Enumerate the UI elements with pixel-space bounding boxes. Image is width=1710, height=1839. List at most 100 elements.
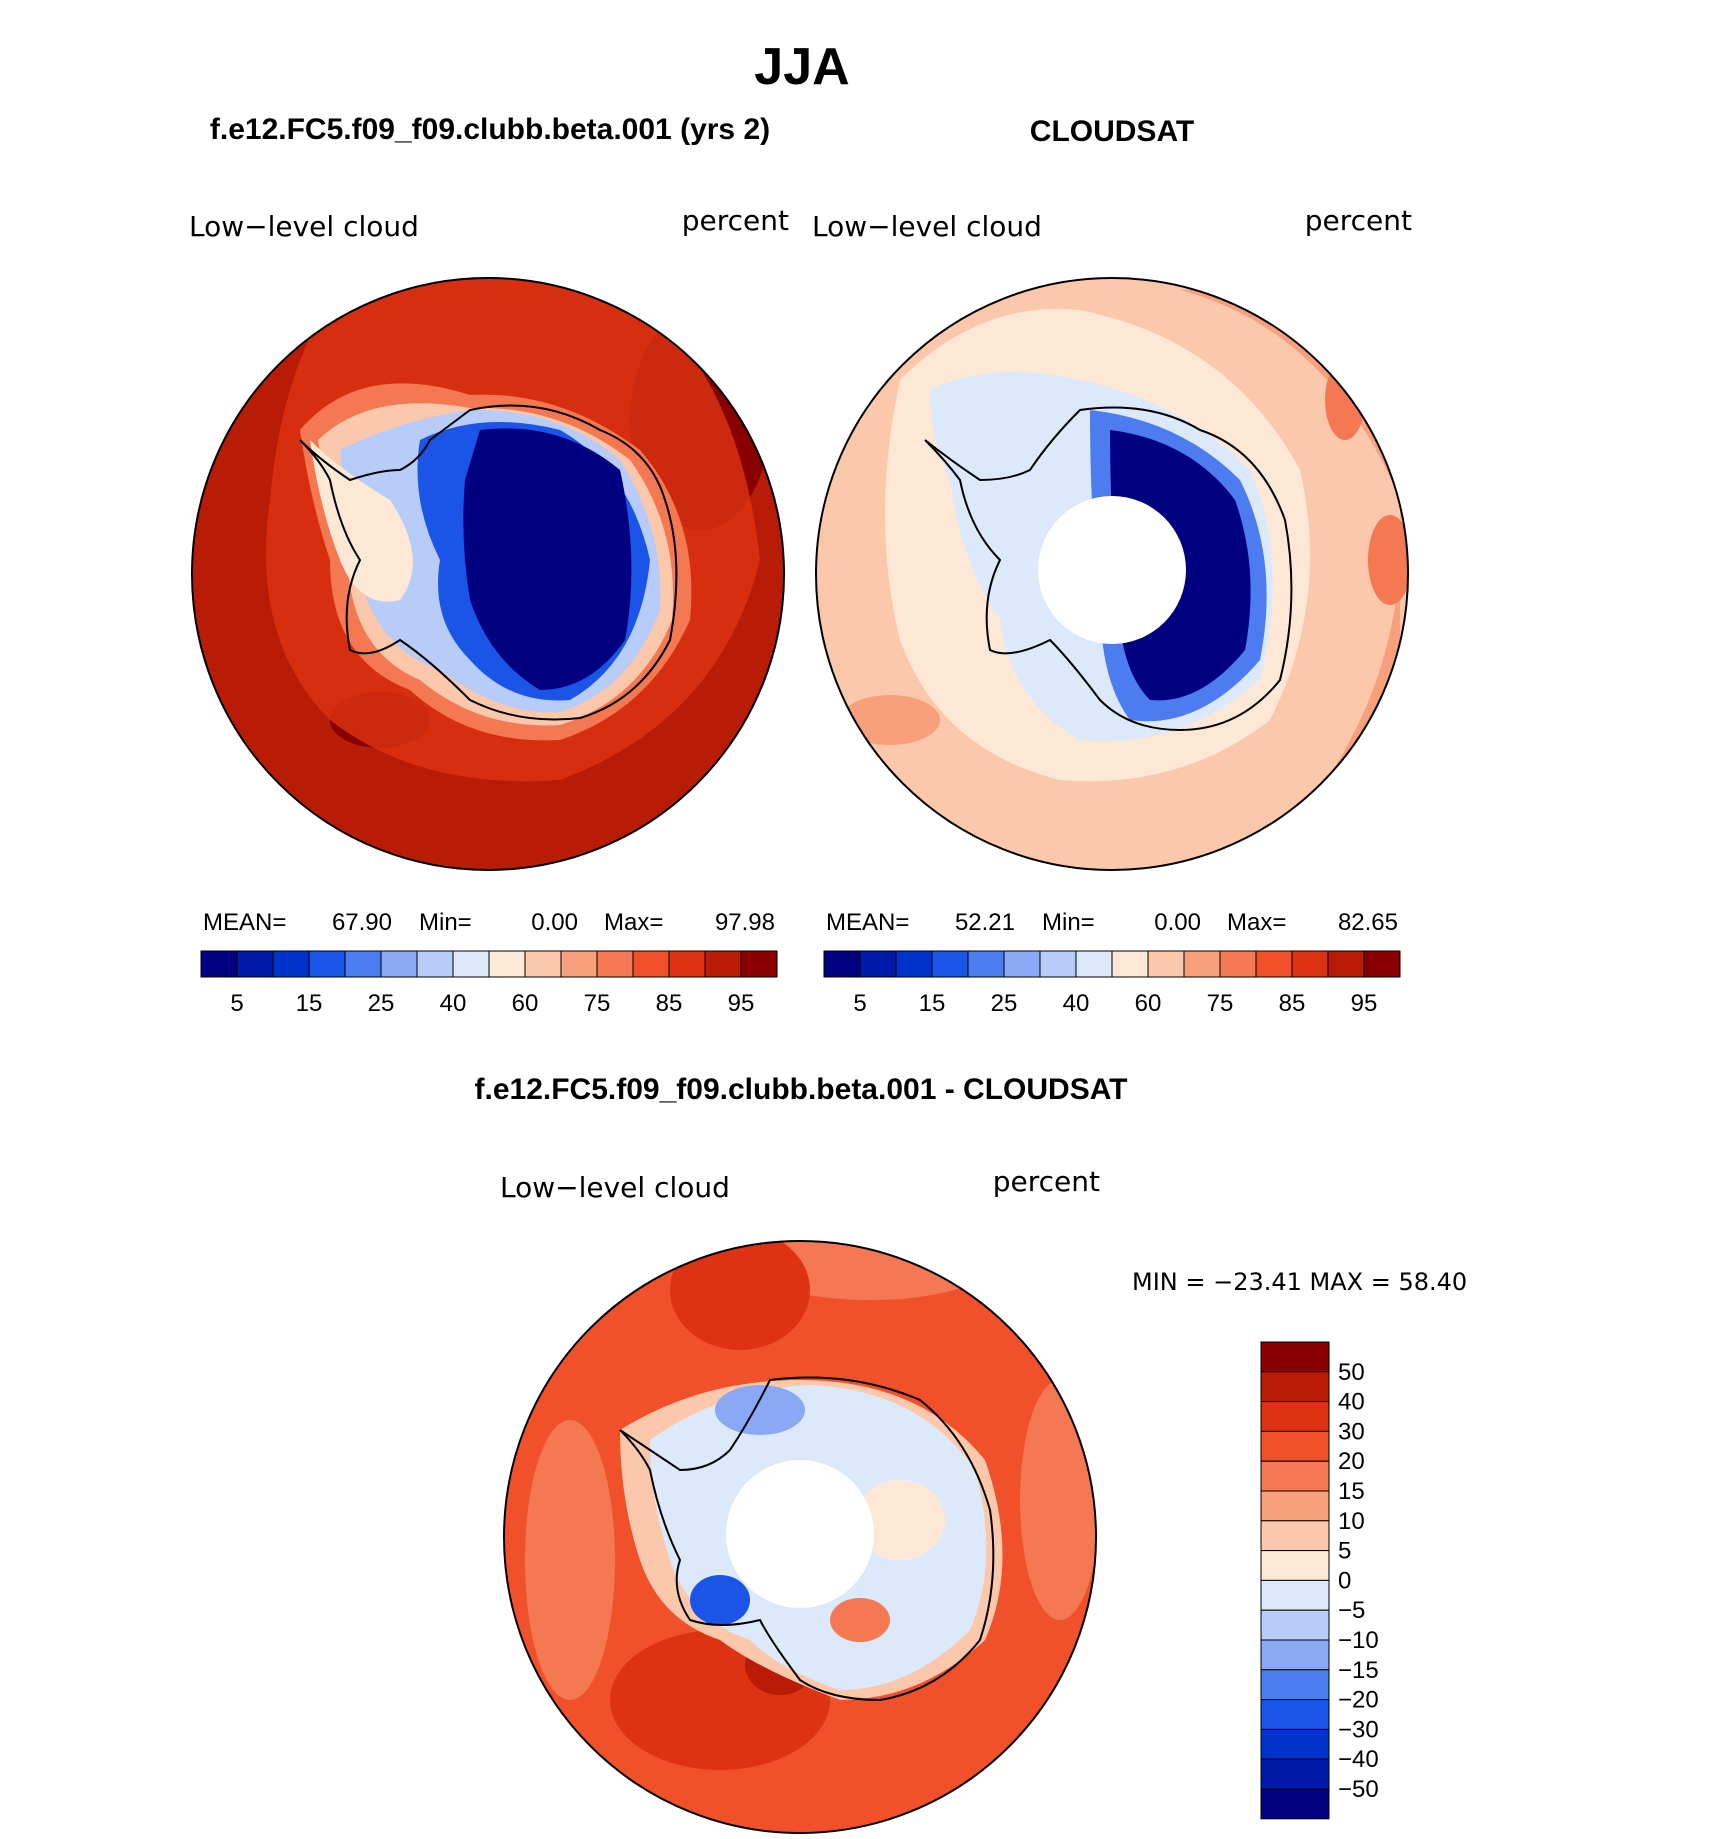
colorbar-cell <box>1260 1490 1330 1522</box>
orange-patch <box>1325 360 1365 440</box>
colorbar-cell <box>1111 950 1149 978</box>
colorbar-tick-label: −50 <box>1338 1776 1379 1803</box>
colorbar-tick-label: 50 <box>1338 1359 1365 1386</box>
colorbar-cell <box>632 950 670 978</box>
colorbar-cell <box>1260 1550 1330 1581</box>
colorbar-tick-label: −20 <box>1338 1687 1379 1714</box>
colorbar-tick-label: 15 <box>296 990 323 1017</box>
stat-max-value: 82.65 <box>1338 909 1398 936</box>
colorbar-cell <box>1260 1460 1330 1492</box>
colorbar-cell <box>452 950 490 978</box>
colorbar-tick-label: 40 <box>1063 990 1090 1017</box>
blue-patch <box>690 1575 750 1625</box>
warm-patch <box>855 1480 945 1560</box>
stats-obs: MEAN= 52.21 Min= 0.00 Max= 82.65 <box>826 909 1398 936</box>
stat-min-label: Min= <box>1042 909 1095 936</box>
colorbar-cell <box>1260 1788 1330 1820</box>
panel-diff-variable: Low−level cloud <box>500 1171 730 1204</box>
coastline <box>299 404 678 721</box>
colorbar-tick-label: 15 <box>1338 1478 1365 1505</box>
colorbar-obs-ticks: 5 15 25 40 60 75 85 95 <box>853 990 1377 1017</box>
map-diff <box>504 1241 1096 1833</box>
colorbar-tick-label: −15 <box>1338 1657 1379 1684</box>
colorbar-tick-label: 20 <box>1338 1448 1365 1475</box>
warm-patch <box>830 1598 890 1642</box>
panel-diff-units: percent <box>993 1165 1100 1198</box>
panel-obs: CLOUDSAT Low−level cloud percent MEAN= 5… <box>812 115 1412 1017</box>
colorbar-cell <box>272 950 310 978</box>
colorbar-tick-label: 60 <box>512 990 539 1017</box>
panel-obs-units: percent <box>1305 204 1412 237</box>
colorbar-tick-label: −5 <box>1338 1597 1365 1624</box>
dark-patch <box>670 1241 810 1350</box>
colorbar-cell <box>1260 1669 1330 1701</box>
map-model-border <box>191 277 785 871</box>
colorbar-cell <box>380 950 418 978</box>
colorbar-cell <box>931 950 969 978</box>
colorbar-model <box>200 950 778 978</box>
map-diff-border <box>503 1240 1097 1834</box>
panel-obs-heading: CLOUDSAT <box>1030 115 1194 148</box>
colorbar-cell <box>1219 950 1257 978</box>
orange-patch <box>840 695 940 745</box>
light-patch <box>525 1420 615 1700</box>
panel-diff-heading: f.e12.FC5.f09_f09.clubb.beta.001 - CLOUD… <box>475 1073 1128 1106</box>
colorbar-tick-label: 5 <box>1338 1538 1351 1565</box>
stat-max-label: Max= <box>1227 909 1286 936</box>
colorbar-cell <box>1260 1728 1330 1760</box>
colorbar-cell <box>859 950 897 978</box>
colorbar-cell <box>596 950 634 978</box>
colorbar-tick-label: 85 <box>656 990 683 1017</box>
colorbar-tick-label: 95 <box>728 990 755 1017</box>
colorbar-cell <box>1291 950 1329 978</box>
colorbar-cell <box>1039 950 1077 978</box>
panel-model-heading: f.e12.FC5.f09_f09.clubb.beta.001 (yrs 2) <box>210 113 770 146</box>
colorbar-tick-label: 60 <box>1135 990 1162 1017</box>
colorbar-cell <box>1260 1520 1330 1552</box>
colorbar-cell <box>1363 950 1401 978</box>
colorbar-cell <box>416 950 454 978</box>
colorbar-cell <box>1260 1401 1330 1432</box>
stat-mean-value: 67.90 <box>332 909 392 936</box>
colorbar-cell <box>344 950 382 978</box>
stat-max-value: 97.98 <box>715 909 775 936</box>
colorbar-cell <box>1255 950 1293 978</box>
colorbar-tick-label: 0 <box>1338 1567 1351 1594</box>
diff-min-max: MIN = −23.41 MAX = 58.40 <box>1132 1268 1467 1296</box>
stat-min-label: Min= <box>419 909 472 936</box>
colorbar-cell <box>704 950 742 978</box>
colorbar-tick-label: 15 <box>919 990 946 1017</box>
stat-mean-label: MEAN= <box>203 909 286 936</box>
colorbar-tick-label: −30 <box>1338 1716 1379 1743</box>
light-patch <box>1020 1380 1096 1620</box>
colorbar-cell <box>524 950 562 978</box>
colorbar-tick-label: 75 <box>584 990 611 1017</box>
colorbar-cell <box>1260 1639 1330 1671</box>
figure-title: JJA <box>754 38 849 96</box>
colorbar-cell <box>236 950 274 978</box>
coastline <box>924 406 1293 732</box>
colorbar-cell <box>308 950 346 978</box>
colorbar-tick-label: 75 <box>1207 990 1234 1017</box>
panel-model: f.e12.FC5.f09_f09.clubb.beta.001 (yrs 2)… <box>189 113 789 1017</box>
stat-mean-value: 52.21 <box>955 909 1015 936</box>
colorbar-cell <box>1260 1699 1330 1730</box>
panel-model-variable: Low−level cloud <box>189 210 419 243</box>
colorbar-cell <box>1260 1371 1330 1403</box>
colorbar-tick-label: 5 <box>230 990 243 1017</box>
stat-mean-label: MEAN= <box>826 909 909 936</box>
colorbar-tick-label: 25 <box>368 990 395 1017</box>
colorbar-diff <box>1260 1341 1330 1820</box>
colorbar-obs <box>823 950 1401 978</box>
orange-patch <box>1368 515 1408 605</box>
map-obs-border <box>815 277 1409 871</box>
colorbar-cell <box>1003 950 1041 978</box>
panel-obs-variable: Low−level cloud <box>812 210 1042 243</box>
colorbar-cell <box>823 950 861 978</box>
colorbar-cell <box>488 950 526 978</box>
colorbar-cell <box>1147 950 1185 978</box>
colorbar-cell <box>740 950 778 978</box>
colorbar-cell <box>1260 1430 1330 1462</box>
coastline <box>619 1376 995 1702</box>
